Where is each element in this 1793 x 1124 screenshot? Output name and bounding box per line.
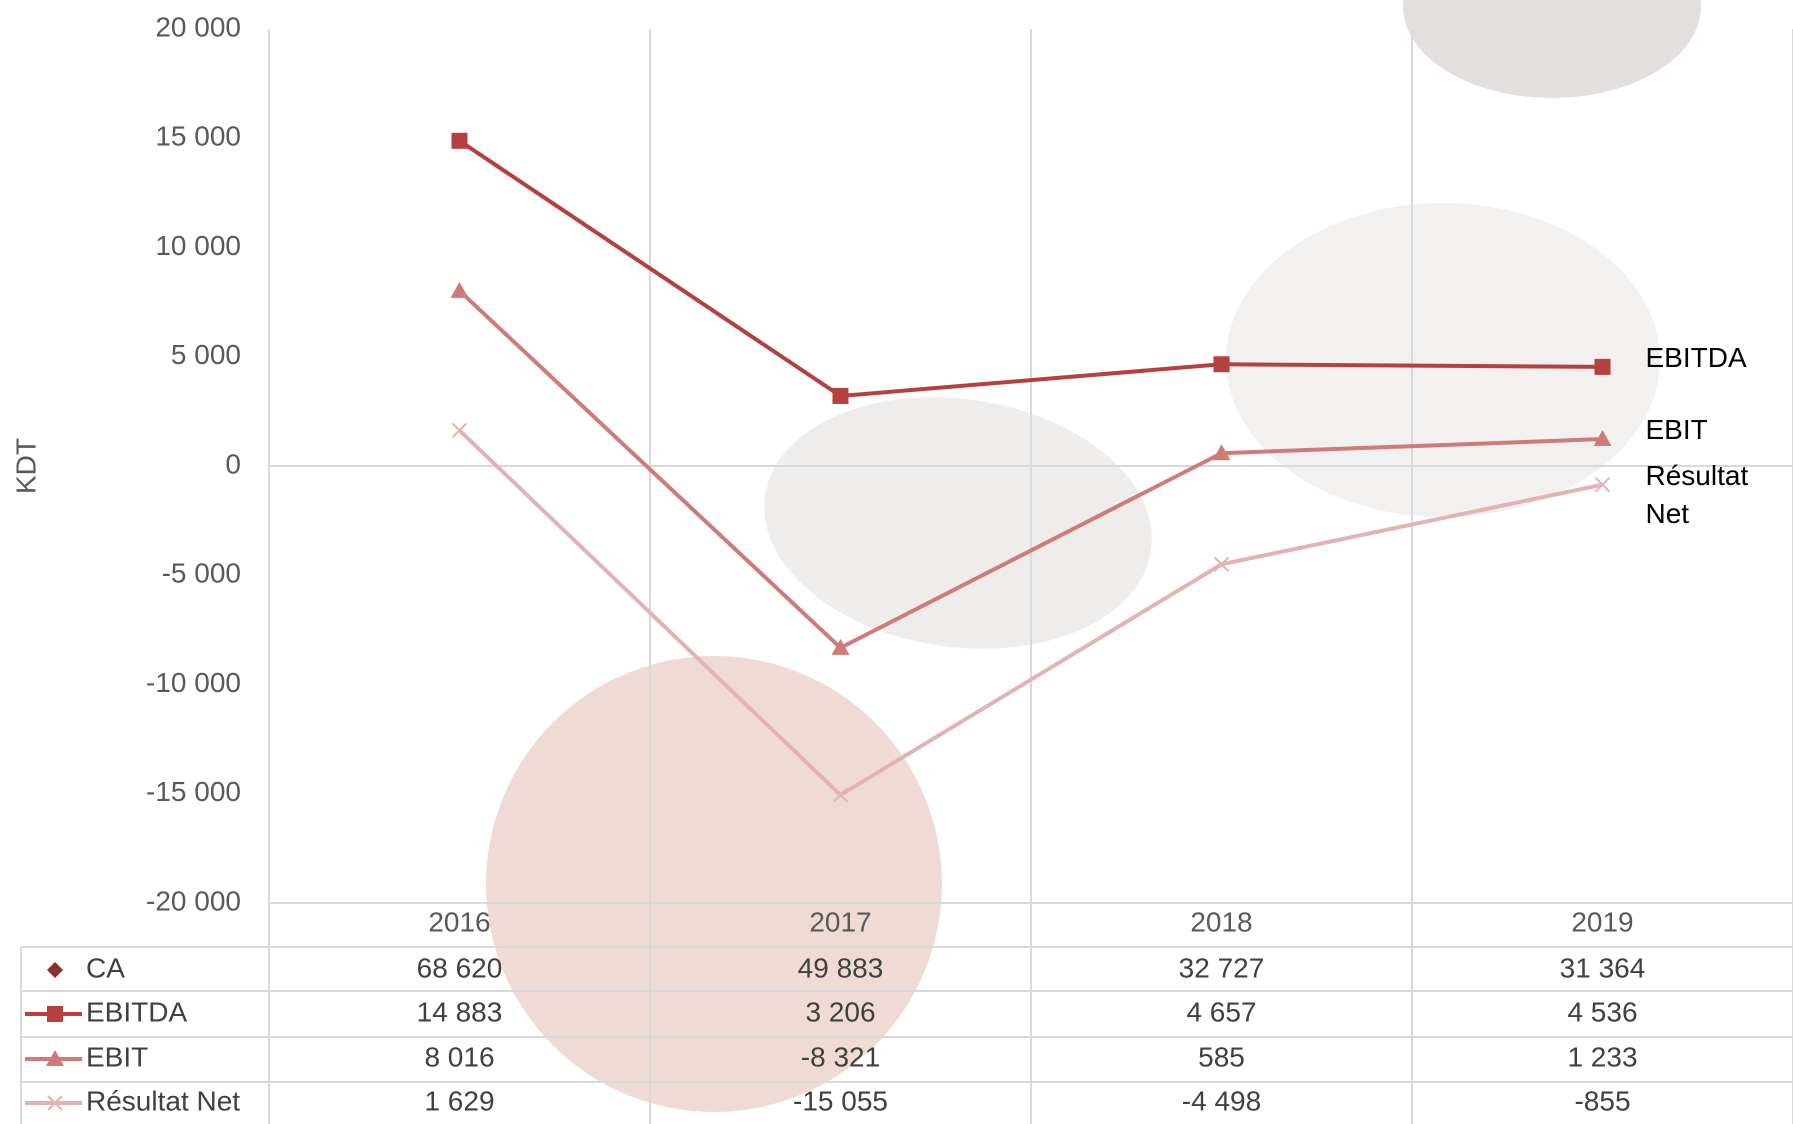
table-value: 3 206: [805, 996, 875, 1027]
table-value: -855: [1574, 1085, 1630, 1116]
y-tick-label: 10 000: [155, 230, 241, 261]
table-value: -15 055: [793, 1085, 888, 1116]
legend-label: CA: [86, 952, 125, 983]
legend-label: EBIT: [86, 1041, 148, 1072]
page: {"chart_data": {"type": "line", "y_label…: [0, 0, 1793, 1124]
marker: [451, 282, 469, 298]
y-tick-label: -20 000: [146, 885, 241, 916]
legend-label: Résultat Net: [86, 1085, 240, 1116]
y-tick-label: 0: [225, 448, 241, 479]
decor-ellipse: [1403, 0, 1701, 98]
x-tick-label: 2016: [428, 906, 490, 937]
table-value: 32 727: [1179, 952, 1265, 983]
series-end-label: EBIT: [1646, 411, 1786, 449]
y-tick-label: 20 000: [155, 11, 241, 42]
table-value: 1 233: [1567, 1041, 1637, 1072]
y-tick-label: 15 000: [155, 121, 241, 152]
table-value: 68 620: [417, 952, 503, 983]
table-value: 1 629: [424, 1085, 494, 1116]
table-value: 4 657: [1186, 996, 1256, 1027]
x-tick-label: 2017: [809, 906, 871, 937]
table-value: -8 321: [801, 1041, 880, 1072]
y-tick-label: -15 000: [146, 776, 241, 807]
table-value: 4 536: [1567, 996, 1637, 1027]
table-value: -4 498: [1182, 1085, 1261, 1116]
table-value: 585: [1198, 1041, 1245, 1072]
legend-label: EBITDA: [86, 996, 187, 1027]
series-end-label: Résultat Net: [1646, 457, 1786, 533]
x-tick-label: 2018: [1190, 906, 1252, 937]
marker: [47, 962, 63, 978]
decor: [486, 0, 1701, 1112]
marker: [833, 388, 849, 404]
marker: [47, 1006, 63, 1022]
decor-ellipse: [748, 373, 1169, 673]
x-tick-label: 2019: [1571, 906, 1633, 937]
y-tick-label: 5 000: [171, 339, 241, 370]
marker: [1595, 359, 1611, 375]
marker: [452, 133, 468, 149]
chart: KDT -20 000 -15 000 -10 000 -5 000 0 5 000 10 …: [0, 0, 1793, 1124]
y-tick-label: -10 000: [146, 667, 241, 698]
table-value: 49 883: [798, 952, 884, 983]
y-axis-label: KDT: [10, 438, 41, 494]
table-value: 31 364: [1560, 952, 1646, 983]
table-value: 8 016: [424, 1041, 494, 1072]
table-value: 14 883: [417, 996, 503, 1027]
marker: [453, 423, 467, 437]
series-end-label: EBITDA: [1646, 339, 1786, 377]
y-tick-label: -5 000: [162, 558, 241, 589]
marker: [1214, 356, 1230, 372]
